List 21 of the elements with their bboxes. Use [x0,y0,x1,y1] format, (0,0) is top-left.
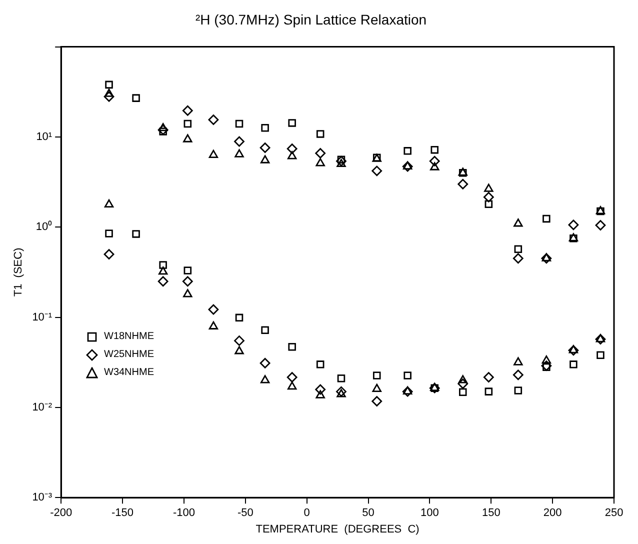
x-tick-label: 50 [362,507,374,520]
x-tick-label: -150 [112,507,134,520]
y-tick-label: 10⁻² [32,401,52,414]
x-tick-label: -100 [172,507,195,520]
x-tick-label: 200 [543,507,562,520]
y-tick-label: 10⁻¹ [32,311,52,324]
chart-title: ²H (30.7MHz) Spin Lattice Relaxation [195,11,427,28]
x-tick-label: -200 [50,507,72,520]
x-axis-title: TEMPERATURE (DEGREES C) [256,523,420,536]
x-tick-label: -50 [237,507,254,520]
legend-label: W34NHME [104,366,154,380]
y-tick-label: 10¹ [36,130,52,143]
legend-label: W25NHME [104,348,154,362]
legend-label: W18NHME [104,330,154,344]
x-tick-label: 100 [420,507,439,520]
y-tick-label: 10⁰ [36,220,52,234]
x-tick-label: 250 [604,507,624,520]
x-tick-label: 0 [304,507,310,520]
y-axis-title: T1 (SEC) [12,248,25,297]
y-tick-label: 10⁻³ [32,492,52,504]
x-tick-label: 150 [482,507,500,520]
